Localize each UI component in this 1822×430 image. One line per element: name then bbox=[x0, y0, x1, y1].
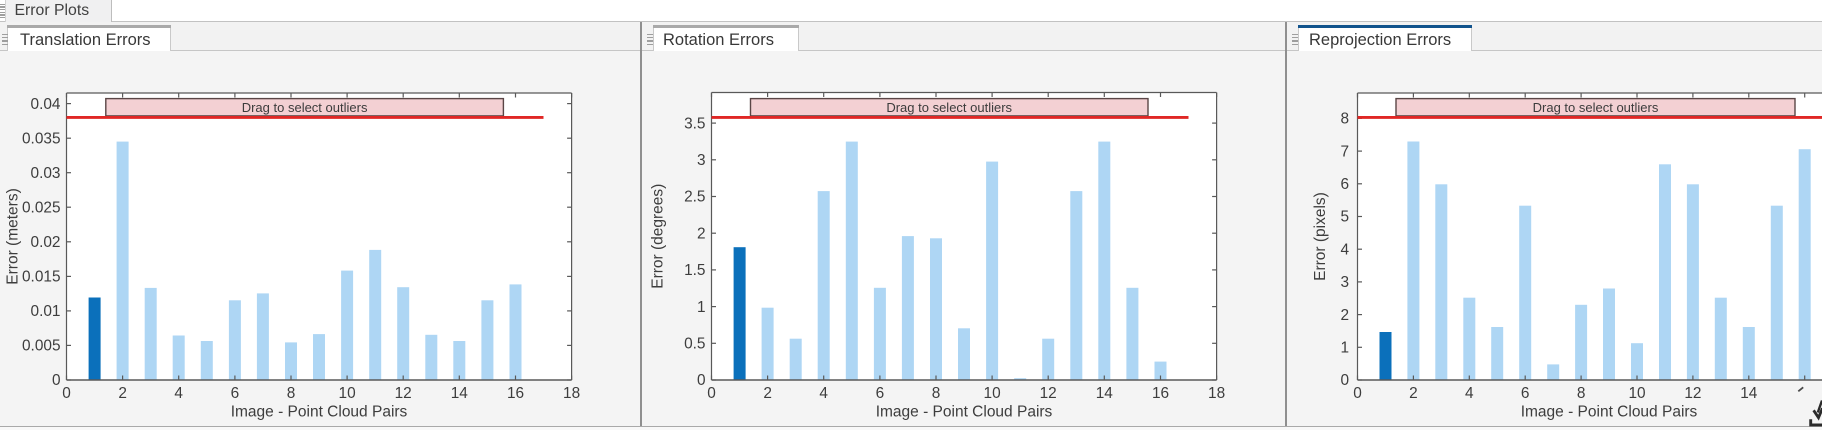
svg-text:8: 8 bbox=[1340, 111, 1349, 128]
svg-text:2: 2 bbox=[763, 385, 772, 402]
svg-text:7: 7 bbox=[1340, 143, 1349, 160]
svg-text:3.5: 3.5 bbox=[684, 115, 705, 132]
svg-text:16: 16 bbox=[1152, 385, 1169, 402]
svg-text:0.025: 0.025 bbox=[22, 199, 61, 216]
svg-text:Image - Point Cloud Pairs: Image - Point Cloud Pairs bbox=[231, 404, 408, 421]
svg-text:10: 10 bbox=[984, 385, 1001, 402]
svg-text:Drag to select outliers: Drag to select outliers bbox=[1533, 100, 1659, 115]
svg-text:4: 4 bbox=[819, 385, 828, 402]
svg-text:2.5: 2.5 bbox=[684, 189, 705, 206]
svg-text:0.04: 0.04 bbox=[31, 96, 61, 113]
svg-text:4: 4 bbox=[174, 385, 183, 402]
svg-text:2: 2 bbox=[1409, 385, 1418, 402]
svg-text:6: 6 bbox=[876, 385, 885, 402]
svg-text:8: 8 bbox=[1577, 385, 1586, 402]
svg-text:10: 10 bbox=[339, 385, 356, 402]
svg-text:14: 14 bbox=[1740, 385, 1758, 402]
svg-text:0: 0 bbox=[1353, 385, 1362, 402]
svg-text:4: 4 bbox=[1340, 241, 1349, 258]
svg-text:1: 1 bbox=[697, 299, 706, 316]
svg-text:Error (meters): Error (meters) bbox=[5, 188, 22, 284]
svg-text:2: 2 bbox=[1340, 307, 1349, 324]
svg-text:Drag to select outliers: Drag to select outliers bbox=[242, 100, 368, 115]
svg-text:10: 10 bbox=[1628, 385, 1645, 402]
svg-text:12: 12 bbox=[1684, 385, 1701, 402]
svg-text:0: 0 bbox=[707, 385, 716, 402]
svg-text:1.5: 1.5 bbox=[684, 262, 705, 279]
svg-text:Image - Point Cloud Pairs: Image - Point Cloud Pairs bbox=[876, 404, 1053, 421]
svg-text:0.5: 0.5 bbox=[684, 336, 705, 353]
svg-text:16: 16 bbox=[507, 385, 524, 402]
svg-text:0.01: 0.01 bbox=[31, 303, 61, 320]
svg-text:0: 0 bbox=[697, 372, 706, 389]
svg-text:0.02: 0.02 bbox=[31, 234, 61, 251]
svg-text:5: 5 bbox=[1340, 209, 1349, 226]
svg-text:Error (degrees): Error (degrees) bbox=[650, 184, 667, 289]
svg-text:12: 12 bbox=[395, 385, 412, 402]
svg-text:8: 8 bbox=[287, 385, 296, 402]
svg-text:0.005: 0.005 bbox=[22, 338, 61, 355]
svg-text:2: 2 bbox=[697, 225, 706, 242]
svg-text:4: 4 bbox=[1465, 385, 1474, 402]
svg-text:6: 6 bbox=[1340, 176, 1349, 193]
svg-text:18: 18 bbox=[1208, 385, 1225, 402]
svg-text:0: 0 bbox=[52, 372, 61, 389]
svg-text:6: 6 bbox=[231, 385, 240, 402]
svg-text:2: 2 bbox=[118, 385, 127, 402]
svg-text:12: 12 bbox=[1040, 385, 1057, 402]
svg-text:0.015: 0.015 bbox=[22, 269, 61, 286]
svg-text:Image - Point Cloud Pairs: Image - Point Cloud Pairs bbox=[1521, 404, 1698, 421]
svg-text:6: 6 bbox=[1521, 385, 1530, 402]
svg-text:1: 1 bbox=[1340, 340, 1349, 357]
svg-text:0: 0 bbox=[1340, 372, 1349, 389]
svg-text:8: 8 bbox=[932, 385, 941, 402]
svg-text:0.035: 0.035 bbox=[22, 130, 61, 147]
svg-text:3: 3 bbox=[1340, 274, 1349, 291]
svg-text:14: 14 bbox=[451, 385, 469, 402]
svg-text:Error (pixels): Error (pixels) bbox=[1312, 192, 1329, 281]
svg-text:18: 18 bbox=[563, 385, 580, 402]
svg-text:14: 14 bbox=[1096, 385, 1114, 402]
svg-text:3: 3 bbox=[697, 152, 706, 169]
svg-text:0.03: 0.03 bbox=[31, 165, 61, 182]
svg-text:0: 0 bbox=[62, 385, 71, 402]
svg-text:Drag to select outliers: Drag to select outliers bbox=[886, 100, 1012, 115]
